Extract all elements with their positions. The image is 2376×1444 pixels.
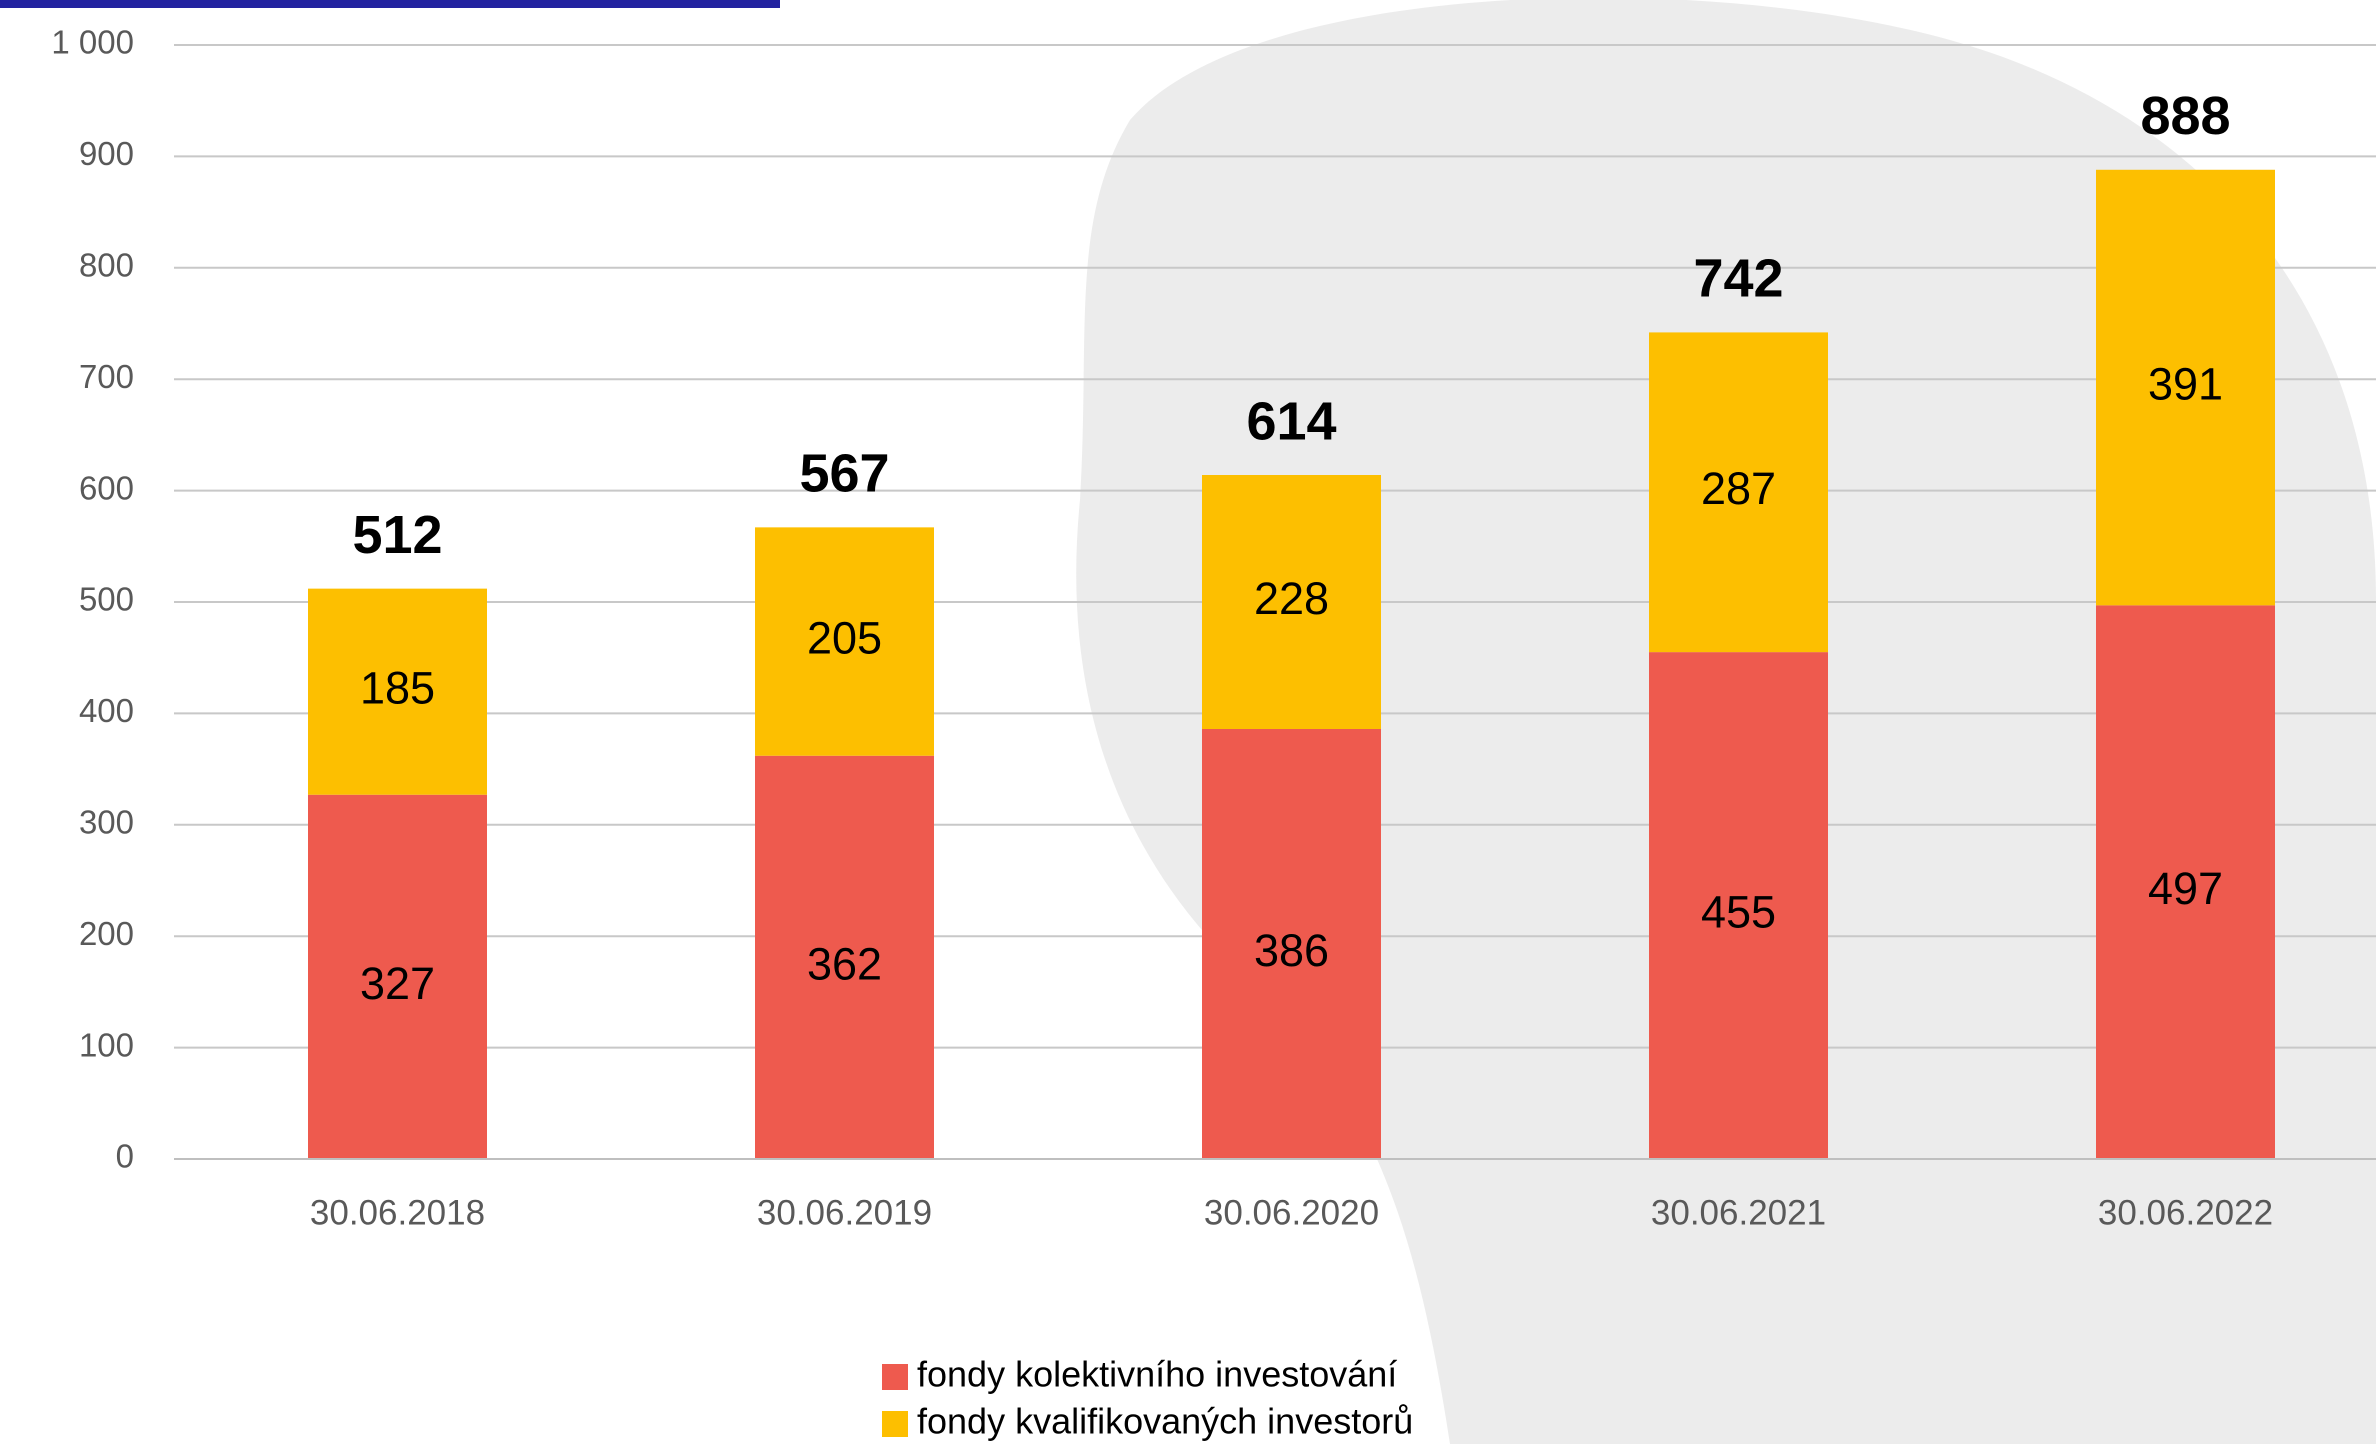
value-label: 327 (360, 958, 435, 1009)
value-label: 455 (1701, 886, 1776, 937)
value-label: 391 (2148, 358, 2223, 409)
y-tick-label: 100 (79, 1026, 134, 1063)
y-tick-label: 400 (79, 692, 134, 729)
y-tick-label: 1 000 (51, 24, 134, 61)
x-tick-label: 30.06.2018 (310, 1193, 485, 1232)
value-label: 386 (1254, 925, 1329, 976)
total-label: 567 (799, 444, 889, 504)
bar-segment (1649, 332, 1828, 653)
x-tick-label: 30.06.2019 (757, 1193, 932, 1232)
title-fragment (0, 0, 780, 8)
y-tick-label: 0 (116, 1138, 134, 1175)
legend-label: fondy kvalifikovaných investorů (917, 1401, 1413, 1442)
total-label: 614 (1246, 391, 1336, 451)
y-tick-label: 700 (79, 358, 134, 395)
x-tick-label: 30.06.2022 (2098, 1193, 2273, 1232)
y-tick-label: 200 (79, 915, 134, 952)
total-label: 742 (1693, 249, 1783, 309)
bar-segment (1202, 475, 1381, 729)
value-label: 362 (807, 938, 882, 989)
legend-label: fondy kolektivního investování (917, 1354, 1397, 1395)
bar-segment (1202, 728, 1381, 1159)
y-tick-label: 600 (79, 469, 134, 506)
total-label: 888 (2140, 86, 2230, 146)
bar-segment (755, 527, 934, 756)
x-tick-label: 30.06.2020 (1204, 1193, 1379, 1232)
value-label: 228 (1254, 573, 1329, 624)
value-label: 185 (360, 663, 435, 714)
y-tick-label: 900 (79, 135, 134, 172)
total-label: 512 (352, 505, 442, 565)
value-label: 205 (807, 612, 882, 663)
bar-segment (1649, 652, 1828, 1159)
legend-swatch (882, 1364, 908, 1390)
y-tick-label: 800 (79, 247, 134, 284)
bar-segment (2096, 605, 2275, 1159)
x-tick-label: 30.06.2021 (1651, 1193, 1826, 1232)
value-label: 497 (2148, 863, 2223, 914)
value-label: 287 (1701, 463, 1776, 514)
y-tick-label: 500 (79, 581, 134, 618)
legend-swatch (882, 1411, 908, 1437)
bar-segment (308, 588, 487, 795)
bar-segment (2096, 169, 2275, 606)
y-tick-label: 300 (79, 804, 134, 841)
bar-segment (755, 755, 934, 1159)
bar-segment (308, 794, 487, 1159)
